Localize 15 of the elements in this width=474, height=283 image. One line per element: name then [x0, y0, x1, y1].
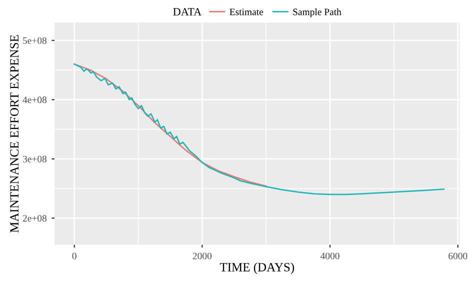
line-series	[74, 63, 267, 187]
line-series	[74, 63, 444, 196]
x-tick-label: 4000	[320, 252, 340, 260]
y-axis-title: MAINTENANCE EFFORT EXPENSE	[10, 35, 19, 233]
y-tick-label: 3e+08	[22, 156, 46, 162]
x-tick-label: 6000	[448, 252, 468, 260]
x-axis-title: TIME (DAYS)	[220, 262, 294, 274]
legend-label: Sample Path	[293, 8, 342, 18]
y-tick-label: 4e+08	[22, 96, 46, 104]
y-tick-label: 5e+08	[23, 37, 46, 44]
x-tick-label: 0	[72, 252, 76, 260]
legend-label: Estimate	[230, 8, 264, 16]
y-tick-label: 2e+08	[22, 215, 46, 222]
x-tick-label: 2000	[192, 252, 212, 260]
legend-title: DATA	[173, 8, 202, 16]
